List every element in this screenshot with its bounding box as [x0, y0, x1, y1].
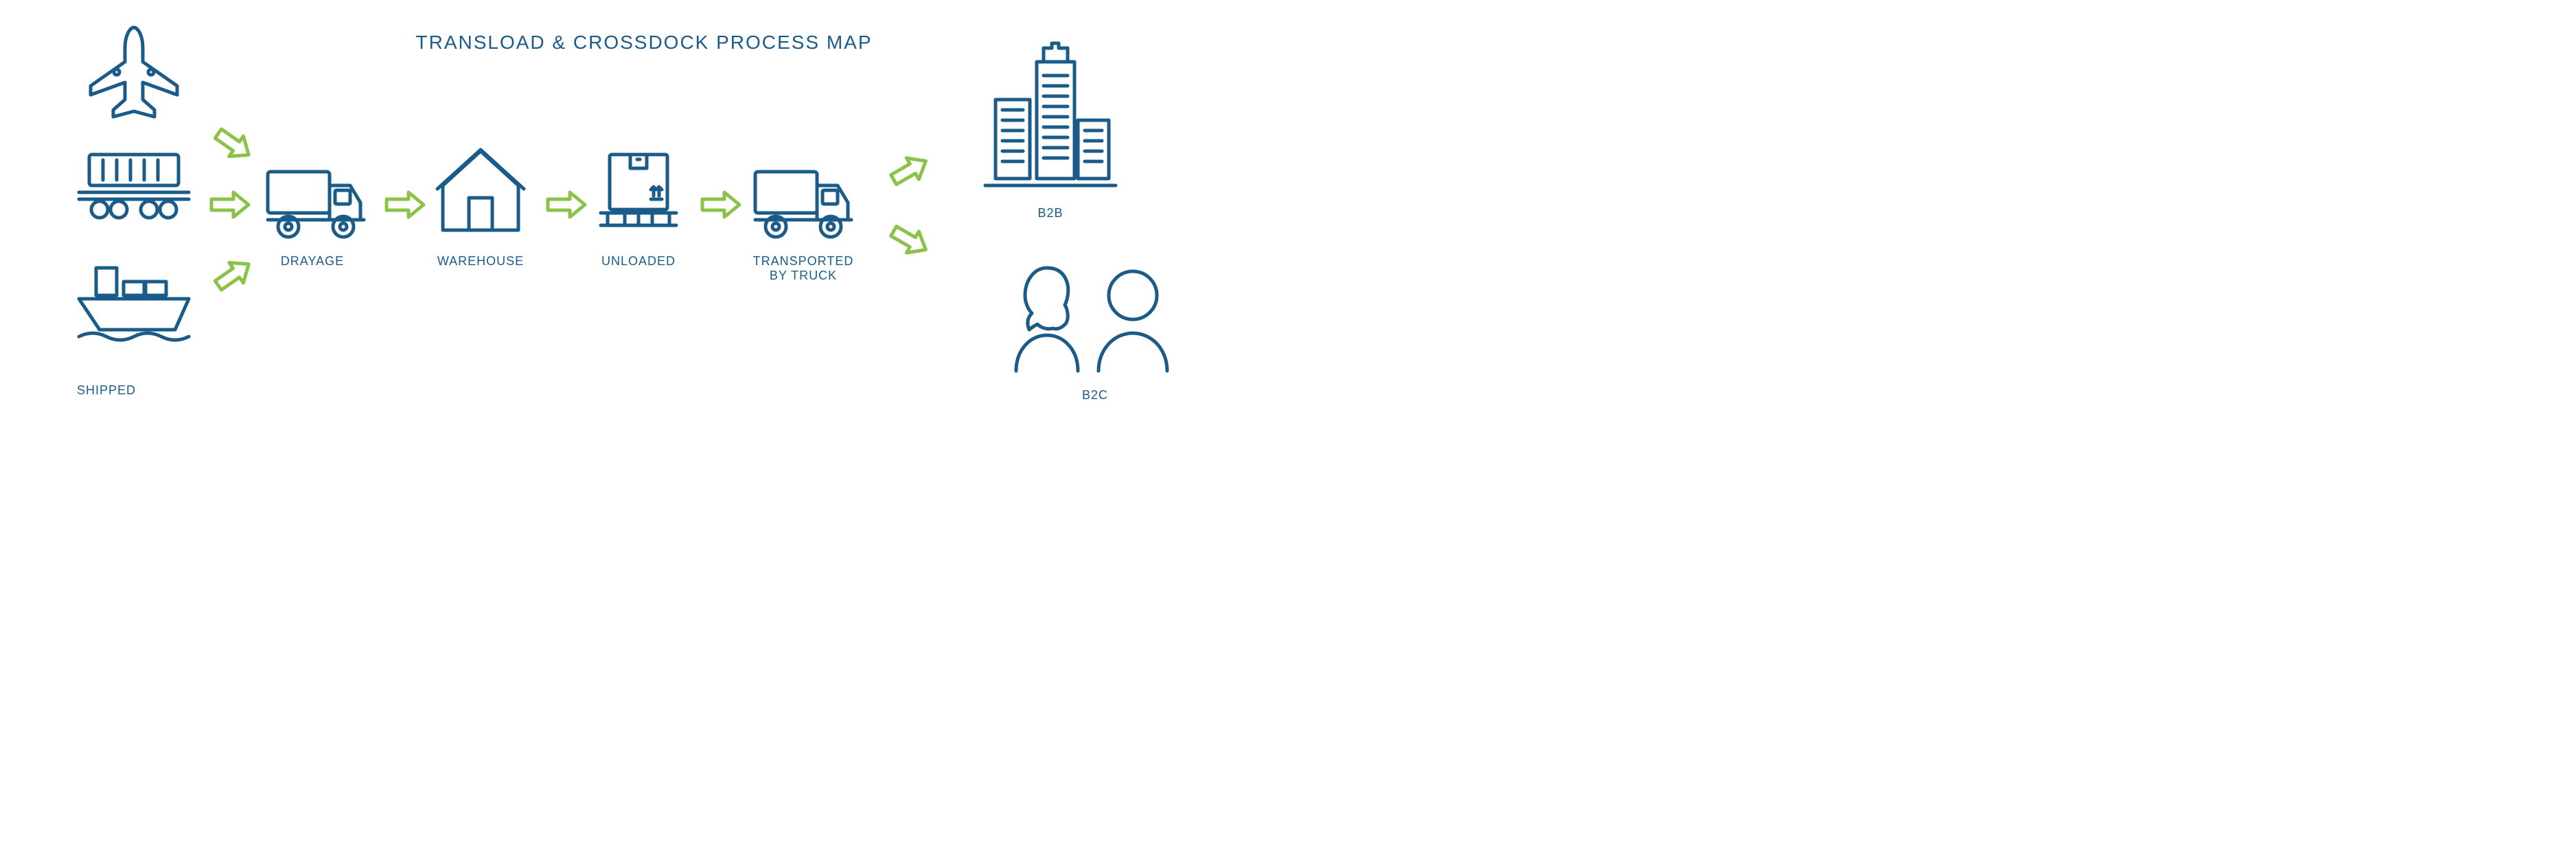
plane-icon: [82, 21, 185, 124]
transported-label-line1: TRANSPORTED: [753, 254, 854, 268]
warehouse-icon: [429, 137, 532, 240]
arrow-icon: [886, 220, 934, 261]
ship-icon: [72, 254, 196, 350]
arrow-icon: [886, 150, 934, 191]
shipped-label: SHIPPED: [72, 383, 141, 398]
arrow-icon: [206, 184, 254, 225]
arrow-icon: [542, 184, 590, 225]
b2b-label: B2B: [1023, 206, 1078, 220]
buildings-icon: [975, 38, 1126, 196]
drayage-label: DRAYAGE: [271, 254, 354, 269]
truck-icon: [261, 155, 371, 244]
transported-label: TRANSPORTED BY TRUCK: [745, 254, 862, 283]
arrow-icon: [209, 124, 257, 165]
arrow-icon: [209, 254, 257, 295]
page-title: TRANSLOAD & CROSSDOCK PROCESS MAP: [415, 32, 872, 54]
unloaded-label: UNLOADED: [590, 254, 687, 269]
b2c-label: B2C: [1068, 388, 1123, 403]
arrow-icon: [381, 184, 429, 225]
people-icon: [999, 254, 1191, 378]
arrow-icon: [697, 184, 745, 225]
transported-label-line2: BY TRUCK: [770, 269, 837, 282]
truck-icon: [748, 155, 858, 244]
warehouse-label: WAREHOUSE: [429, 254, 532, 269]
container-rail-icon: [72, 148, 196, 223]
box-pallet-icon: [590, 144, 687, 240]
